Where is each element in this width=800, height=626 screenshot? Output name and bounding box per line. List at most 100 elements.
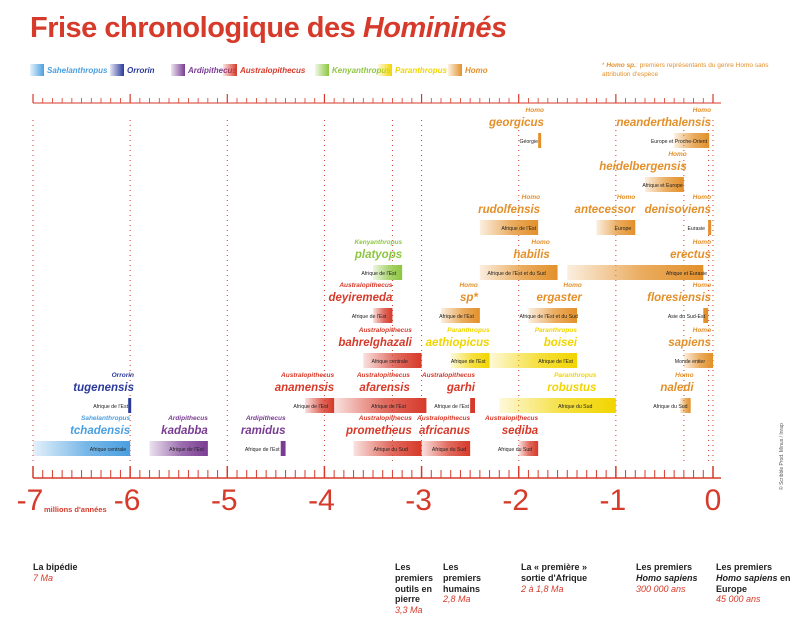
species-bar [499,398,616,413]
region-label: Afrique de l'Est [371,404,406,410]
species-platyops: Kenyanthropus platyops Afrique de l'Est [354,239,403,280]
region-label: Afrique et Eurasie [666,271,707,277]
region-label: Afrique centrale [372,359,408,365]
legend-item-orrorin: Orrorin [110,63,155,77]
region-label: Afrique centrale [90,447,126,453]
genus-label: Homo [693,194,711,201]
species-label: ergaster [536,292,582,304]
species-bar [479,220,539,235]
species-ergaster: Homo ergaster Afrique de l'Est et du Sud [519,282,582,323]
species-label: robustus [547,382,596,394]
region-label: Afrique de l'Est [451,359,486,365]
species-bahrelghazali: Australopithecus bahrelghazali Afrique cen… [338,327,422,368]
species-bar [489,353,577,368]
species-bar [708,220,712,235]
region-label: Afrique et Europe [642,183,682,189]
legend-item-homo: Homo [448,63,488,77]
legend-label: Kenyanthropus [332,65,391,75]
species-sediba: Australopithecus sediba Afrique du Sud [484,415,539,456]
species-label: sediba [502,425,539,437]
genus-label: Australopithecus [484,415,538,422]
species-kadabba: Ardipithecus kadabba Afrique de l'Est [149,415,208,456]
species-label: denisoviens [645,204,711,216]
legend-item-kenyanthropus: Kenyanthropus [315,63,391,77]
region-label: Afrique du Sud [558,404,592,410]
region-label: Asie du Sud-Est [668,314,706,320]
genus-label: Ardipithecus [245,415,286,422]
species-africanus: Australopithecus africanus Afrique du Sud [416,415,471,456]
region-label: Afrique du Sud [432,447,466,453]
genus-label: Paranthropus [535,327,578,334]
x-tick-label: -3 [405,484,432,517]
legend-label: Sahelanthropus [47,65,108,75]
species-prometheus: Australopithecus prometheus Afrique du Sud [345,415,422,456]
region-label: Afrique de l'Est [538,359,573,365]
region-label: Europe [615,226,632,232]
species-bar [470,398,475,413]
species-label: garhi [446,382,476,394]
species-label: floresiensis [647,292,711,304]
species-anamensis: Australopithecus anamensis Afrique de l'Es… [275,372,335,413]
species-bar [645,177,684,192]
legend-label: Orrorin [127,65,155,75]
genus-label: Homo [522,194,540,201]
species-label: rudolfensis [478,204,540,216]
legend-swatch [30,64,44,76]
genus-label: Homo [668,151,686,158]
species-deyiremeda: Australopithecus deyiremeda Afrique de l'E… [328,282,393,323]
species-label: kadabba [161,425,208,437]
species-label: prometheus [345,425,412,437]
species-bar [450,353,490,368]
legend-label: Paranthropus [395,65,448,75]
species-rudolfensis: Homo rudolfensis Afrique de l'Est [478,194,540,235]
species-aethiopicus: Paranthropus aethiopicus Afrique de l'Est [426,327,490,368]
legend-item-australopithecus: Australopithecus [223,63,305,77]
species-tugenensis: Orrorin tugenensis Afrique de l'Est [73,372,134,413]
legend: Sahelanthropus Orrorin Ardipithecus Austral… [30,63,500,77]
region-label: Afrique de l'Est [361,271,396,277]
species-bar [683,353,713,368]
species-denisoviens: Homo denisoviens Eurasie [645,194,712,235]
species-georgicus: Homo georgicus Géorgie [488,107,544,148]
genus-label: Homo [617,194,635,201]
genus-label: Kenyanthropus [354,239,402,246]
region-label: Afrique de l'Est [93,404,128,410]
species-bar [353,441,422,456]
species-bar [128,398,132,413]
genus-label: Australopithecus [280,372,334,379]
legend-swatch [378,64,392,76]
genus-label: Australopithecus [358,415,412,422]
species-label: africanus [419,425,470,437]
region-label: Afrique de l'Est [245,447,280,453]
species-bar [305,398,335,413]
genus-label: Homo [693,282,711,289]
genus-label: Australopithecus [338,282,392,289]
species-bar [280,441,286,456]
species-bar [479,265,558,280]
species-label: habilis [513,249,549,261]
region-label: Afrique de l'Est [434,404,469,410]
species-bar [518,441,539,456]
genus-label: Homo [531,239,549,246]
species-label: georgicus [488,117,544,129]
species-bar [363,353,422,368]
legend-label: Ardipithecus [188,65,237,75]
region-label: Afrique du Sud [653,404,687,410]
x-tick-label: -5 [211,484,238,517]
region-label: Europe et Proche-Orient [651,139,708,145]
species-afarensis: Australopithecus afarensis Afrique de l'Es… [334,372,427,413]
species-bar [567,265,704,280]
homo-sp-note: * Homo sp.: premiers représentants du ge… [602,62,769,78]
region-label: Afrique de l'Est [169,447,204,453]
x-tick-label: -6 [114,484,141,517]
region-label: Afrique de l'Est [501,226,536,232]
legend-swatch [315,64,329,76]
region-label: Afrique de l'Est et du Sud [487,271,545,277]
species-garhi: Australopithecus garhi Afrique de l'Est [421,372,476,413]
species-tchadensis: Sahelanthropus tchadensis Afrique centrale [33,415,131,456]
species-bar [33,441,131,456]
species-naledi: Homo naledi Afrique du Sud [653,372,694,413]
species-heidelbergensis: Homo heidelbergensis Afrique et Europe [599,151,687,192]
genus-label: Paranthropus [554,372,597,379]
species-label: anamensis [275,382,334,394]
